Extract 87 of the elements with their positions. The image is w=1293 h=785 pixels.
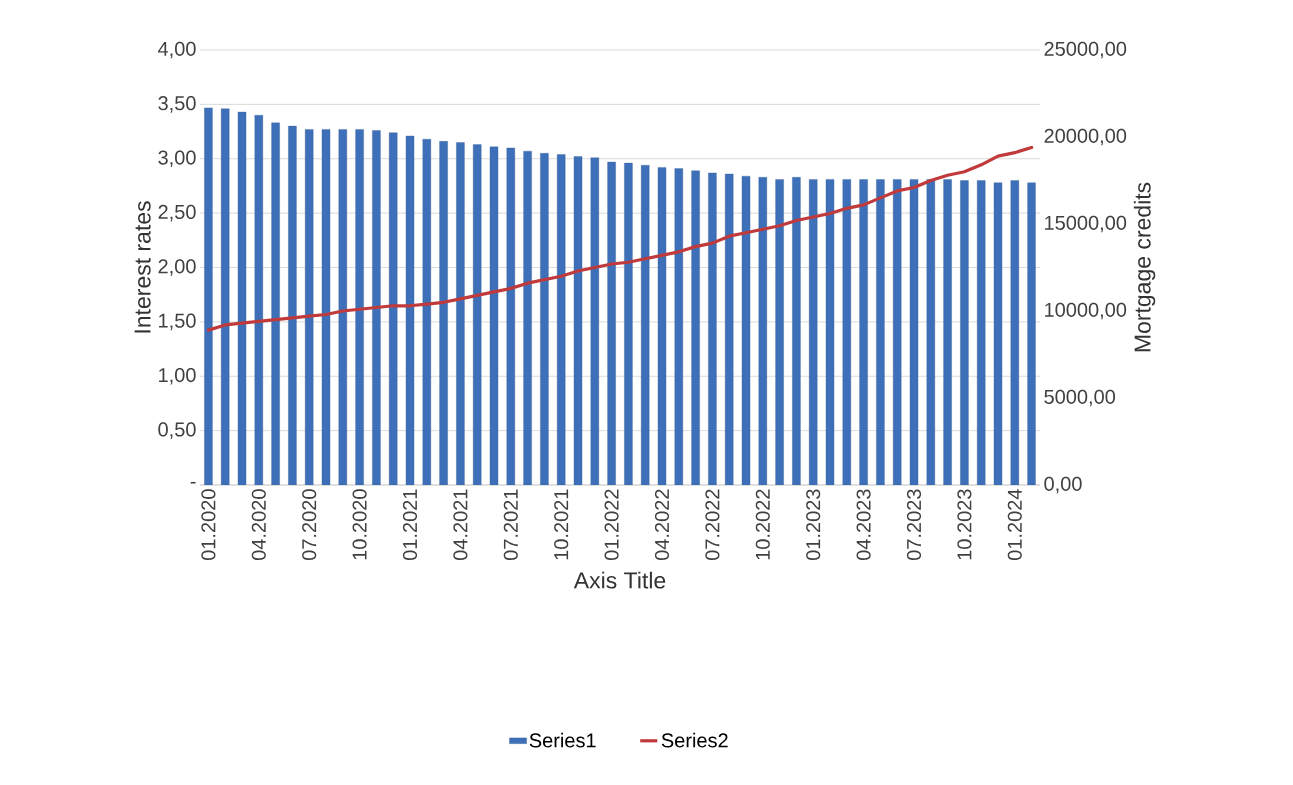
bar xyxy=(254,115,263,485)
bar xyxy=(221,108,230,485)
bar xyxy=(758,177,767,485)
x-tick-label: 07.2022 xyxy=(705,489,720,561)
bar xyxy=(338,129,347,485)
x-tick-label: 01.2023 xyxy=(806,489,821,561)
bar xyxy=(926,179,935,485)
y-tick-label: 3,00 xyxy=(158,150,196,168)
bar xyxy=(960,180,969,485)
y2-tick-label: 25000,00 xyxy=(1044,41,1127,59)
y2-axis-title: Mortgage credits xyxy=(1133,182,1156,352)
x-tick-label: 10.2023 xyxy=(957,489,972,560)
bar xyxy=(876,179,885,485)
bar xyxy=(305,129,314,485)
y2-tick-label: 0,00 xyxy=(1044,476,1082,494)
bar xyxy=(859,179,868,485)
y2-tick-label: 20000,00 xyxy=(1044,128,1127,146)
x-tick-label: 04.2020 xyxy=(251,489,266,561)
bar xyxy=(422,139,431,485)
bar xyxy=(893,179,902,485)
bar xyxy=(842,179,851,485)
bar xyxy=(775,179,784,485)
bar xyxy=(204,107,213,485)
y-tick-label: 1,00 xyxy=(159,368,196,385)
bar xyxy=(456,142,465,485)
y-tick-label: 1,50 xyxy=(159,313,196,331)
bar xyxy=(473,144,482,485)
bar xyxy=(674,168,683,485)
bar xyxy=(657,167,667,485)
bar xyxy=(741,176,751,485)
bar xyxy=(523,150,532,485)
y-tick-label: 0,50 xyxy=(158,422,196,439)
y-axis-title: Interest rates xyxy=(134,201,151,333)
bar xyxy=(725,173,734,485)
y-tick-label: - xyxy=(190,481,196,484)
bar xyxy=(1010,180,1019,485)
bar xyxy=(809,179,818,485)
legend-label: Series1 xyxy=(529,732,596,748)
bar xyxy=(237,111,247,485)
x-tick-label: 01.2022 xyxy=(604,489,619,561)
bar xyxy=(557,154,566,485)
bar xyxy=(321,129,331,485)
bar xyxy=(389,132,398,485)
bar xyxy=(607,161,616,485)
y2-tick-label: 5000,00 xyxy=(1044,389,1116,407)
x-tick-label: 10.2020 xyxy=(352,489,367,560)
bar xyxy=(439,141,448,485)
x-tick-label: 10.2022 xyxy=(755,489,770,560)
bar xyxy=(405,135,415,485)
x-axis-title: Axis Title xyxy=(573,571,666,589)
x-tick-label: 04.2022 xyxy=(654,489,670,561)
y-tick-label: 4,00 xyxy=(158,41,196,59)
bar xyxy=(506,147,515,485)
bar xyxy=(708,172,717,485)
bar xyxy=(624,162,633,485)
x-tick-label: 01.2024 xyxy=(1007,489,1022,561)
bar xyxy=(372,130,381,485)
bar xyxy=(540,153,549,485)
bar xyxy=(271,122,280,485)
legend-label: Series2 xyxy=(661,732,728,748)
x-tick-label: 10.2021 xyxy=(554,489,569,560)
bar xyxy=(691,170,700,485)
bar xyxy=(489,146,499,485)
bar xyxy=(1027,182,1036,485)
bar xyxy=(288,125,297,485)
bar xyxy=(573,156,583,485)
y2-tick-label: 15000,00 xyxy=(1045,215,1127,233)
y-tick-label: 3,50 xyxy=(158,96,196,113)
x-tick-label: 07.2020 xyxy=(302,489,317,561)
bar xyxy=(590,157,599,485)
bar xyxy=(792,177,801,485)
x-tick-label: 01.2021 xyxy=(402,489,418,561)
bar xyxy=(943,179,952,485)
y2-tick-label: 10000,00 xyxy=(1045,302,1127,320)
bar xyxy=(641,165,650,485)
y-tick-label: 2,00 xyxy=(158,259,196,276)
bar xyxy=(909,179,919,485)
bar xyxy=(825,179,835,485)
x-tick-label: 07.2021 xyxy=(503,489,518,561)
bar xyxy=(993,182,1003,485)
x-tick-label: 04.2023 xyxy=(856,489,871,561)
x-tick-label: 01.2020 xyxy=(201,489,216,561)
bar xyxy=(355,129,364,485)
bar xyxy=(977,180,986,485)
x-tick-label: 07.2023 xyxy=(906,489,922,561)
y-tick-label: 2,50 xyxy=(158,204,196,222)
x-tick-label: 04.2021 xyxy=(453,489,468,561)
